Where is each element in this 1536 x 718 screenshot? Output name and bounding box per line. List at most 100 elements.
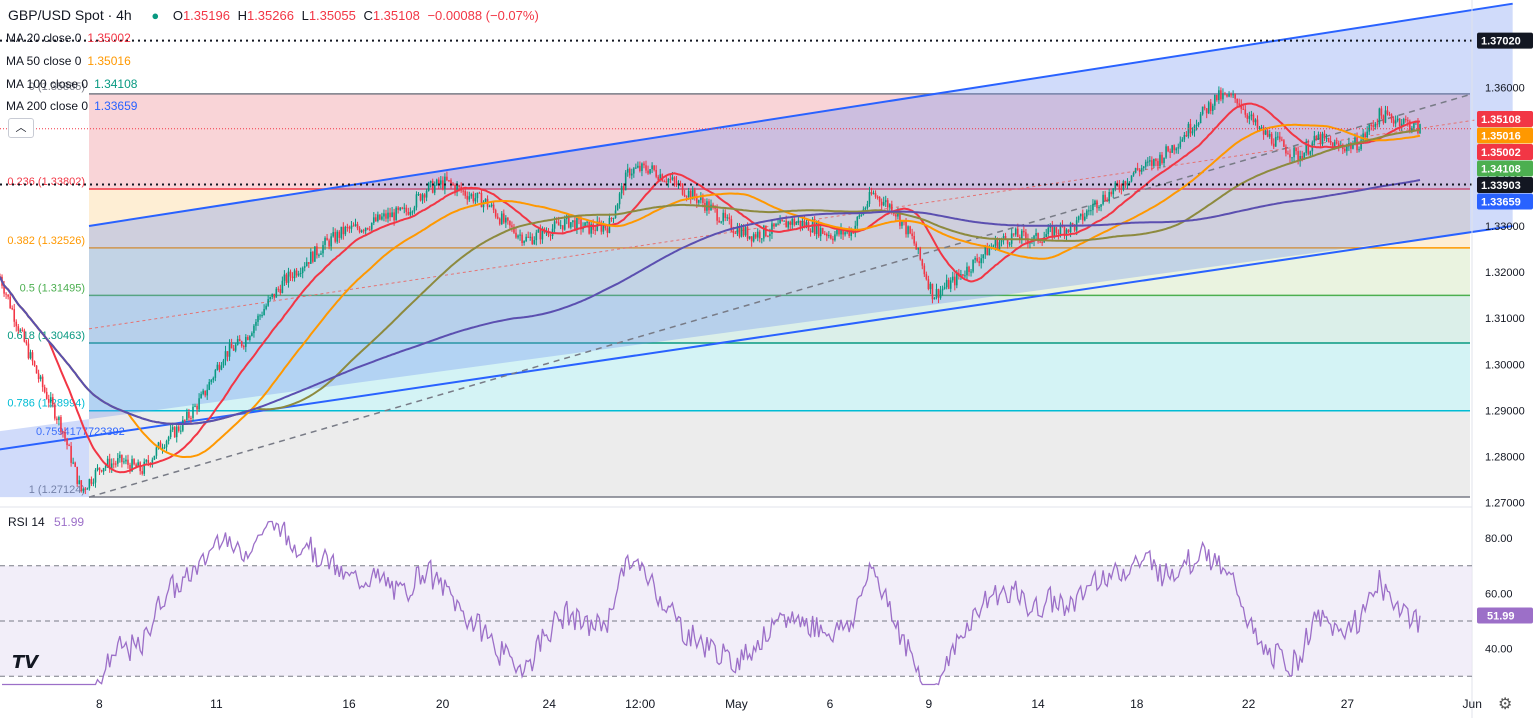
candle-body [68, 445, 70, 447]
candle-body [76, 466, 78, 484]
candle-body [257, 315, 259, 322]
candle-body [1059, 224, 1062, 234]
candle-body [742, 227, 745, 236]
candle-body [1084, 216, 1086, 221]
candle-body [907, 226, 909, 235]
candle-body [974, 258, 976, 260]
candle-body [456, 185, 458, 193]
price-badge-label: 1.33903 [1481, 180, 1521, 192]
candle-body [7, 294, 9, 297]
candle-body [350, 225, 353, 229]
candle-body [557, 222, 560, 226]
candle-body [1250, 114, 1253, 117]
x-tick-label: 20 [436, 697, 450, 711]
candle-body [86, 488, 89, 490]
candle-body [949, 280, 952, 289]
rsi-badge-label: 51.99 [1487, 610, 1515, 622]
ma100-label: MA 100 close 0 [6, 77, 89, 91]
candle-body [527, 236, 529, 238]
candle-body [391, 212, 393, 218]
candle-body [716, 208, 718, 221]
ma100-legend[interactable]: MA 100 close 0 1.34108 [6, 77, 137, 91]
candle-body [691, 189, 694, 200]
ma50-label: MA 50 close 0 [6, 54, 82, 68]
rsi-legend[interactable]: RSI 14 51.99 [8, 515, 84, 529]
candle-body [848, 230, 850, 237]
candle-body [1144, 161, 1147, 167]
candle-body [175, 426, 178, 438]
candle-body [1386, 110, 1389, 115]
candle-body [665, 181, 668, 183]
candle-body [1081, 213, 1084, 221]
ma20-legend[interactable]: MA 20 close 0 1.35002 [6, 31, 131, 45]
candle-body [247, 337, 249, 340]
candle-body [700, 197, 702, 201]
tradingview-logo-icon[interactable]: 𝙏𝙑 [12, 652, 39, 672]
candle-body [738, 227, 741, 237]
candle-body [222, 360, 225, 366]
y-tick-label: 1.32000 [1485, 267, 1525, 279]
candle-body [1012, 233, 1015, 235]
candle-body [354, 224, 357, 227]
candle-body [326, 237, 328, 241]
rsi-tick-label: 80.00 [1485, 533, 1513, 545]
candle-body [198, 398, 200, 410]
candle-body [220, 365, 223, 370]
ma50-legend[interactable]: MA 50 close 0 1.35016 [6, 54, 131, 68]
candle-body [54, 404, 56, 419]
candle-body [277, 288, 280, 290]
candle-body [310, 251, 312, 264]
candle-body [127, 459, 129, 465]
candle-body [1309, 151, 1312, 155]
candle-body [1354, 137, 1356, 145]
candle-body [1004, 236, 1007, 240]
candle-body [163, 447, 166, 449]
candle-body [1260, 127, 1263, 129]
candle-body [785, 220, 787, 228]
candle-body [1411, 128, 1413, 131]
candle-body [1169, 151, 1171, 153]
candle-body [1067, 229, 1070, 233]
candle-body [1153, 158, 1155, 166]
collapse-legend-button[interactable]: ︿ [8, 118, 34, 138]
candle-body [803, 221, 806, 227]
candle-body [236, 338, 239, 345]
candle-body [271, 293, 274, 298]
candle-body [1100, 204, 1102, 207]
candle-body [1224, 93, 1226, 95]
candle-body [498, 218, 501, 225]
candle-body [728, 217, 731, 220]
candle-body [177, 426, 180, 431]
candle-body [360, 230, 363, 233]
candle-body [39, 376, 42, 380]
candle-body [45, 391, 48, 400]
symbol-title[interactable]: GBP/USD Spot · 4h [8, 7, 132, 23]
candle-body [159, 442, 162, 450]
rsi-value: 51.99 [54, 515, 85, 529]
candle-body [454, 185, 456, 193]
candle-body [1276, 136, 1279, 138]
candle-body [588, 221, 590, 234]
candle-body [826, 233, 828, 237]
candle-body [805, 222, 808, 227]
candle-body [194, 405, 196, 407]
candle-body [531, 236, 534, 245]
low-label: L [301, 8, 309, 23]
candle-body [143, 461, 146, 474]
candle-body [956, 273, 958, 286]
rsi-line [2, 520, 1421, 686]
candle-body [1201, 106, 1204, 115]
candle-body [462, 190, 464, 192]
ma50-line [0, 123, 1421, 458]
candle-body [206, 389, 209, 396]
gear-icon[interactable]: ⚙ [1498, 696, 1513, 713]
candle-body [1279, 136, 1281, 140]
candle-body [931, 283, 934, 300]
candle-body [204, 390, 206, 396]
ma200-legend[interactable]: MA 200 close 0 1.33659 [6, 99, 137, 113]
candle-body [1289, 154, 1291, 158]
x-tick-label: 27 [1341, 697, 1355, 711]
candle-body [1295, 147, 1297, 152]
candle-body [980, 258, 983, 264]
